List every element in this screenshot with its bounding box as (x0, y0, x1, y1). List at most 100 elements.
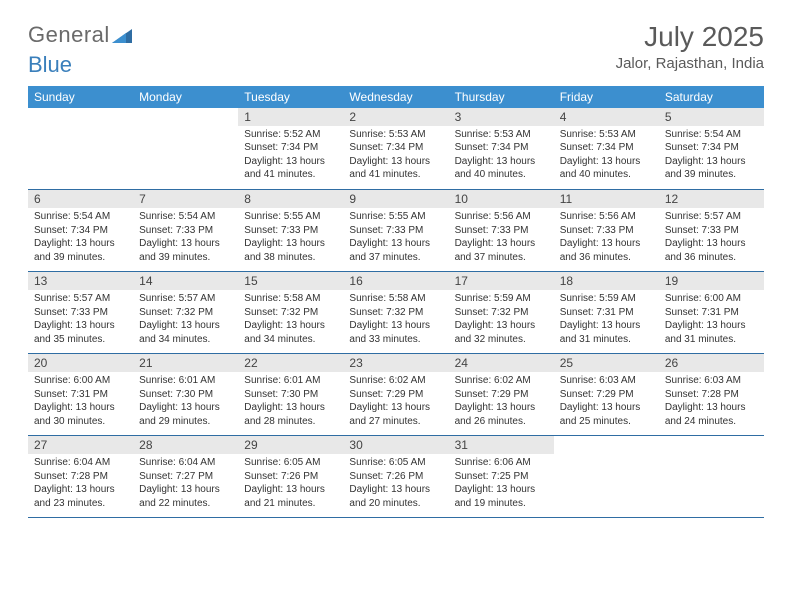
day-details: Sunrise: 5:57 AMSunset: 7:32 PMDaylight:… (133, 290, 238, 350)
calendar-body: 1Sunrise: 5:52 AMSunset: 7:34 PMDaylight… (28, 108, 764, 518)
calendar-header-row: SundayMondayTuesdayWednesdayThursdayFrid… (28, 86, 764, 108)
calendar-day-cell: 29Sunrise: 6:05 AMSunset: 7:26 PMDayligh… (238, 436, 343, 518)
day-number: 28 (133, 436, 238, 454)
calendar-day-cell: 6Sunrise: 5:54 AMSunset: 7:34 PMDaylight… (28, 190, 133, 272)
calendar-day-cell: 1Sunrise: 5:52 AMSunset: 7:34 PMDaylight… (238, 108, 343, 190)
calendar-day-cell: 23Sunrise: 6:02 AMSunset: 7:29 PMDayligh… (343, 354, 448, 436)
day-header: Wednesday (343, 86, 448, 108)
day-details: Sunrise: 5:53 AMSunset: 7:34 PMDaylight:… (554, 126, 659, 186)
calendar-day-cell: 27Sunrise: 6:04 AMSunset: 7:28 PMDayligh… (28, 436, 133, 518)
calendar-day-cell: 14Sunrise: 5:57 AMSunset: 7:32 PMDayligh… (133, 272, 238, 354)
day-details: Sunrise: 5:54 AMSunset: 7:34 PMDaylight:… (28, 208, 133, 268)
day-number: 27 (28, 436, 133, 454)
day-details: Sunrise: 5:59 AMSunset: 7:32 PMDaylight:… (449, 290, 554, 350)
calendar-table: SundayMondayTuesdayWednesdayThursdayFrid… (28, 86, 764, 519)
calendar-day-cell: 21Sunrise: 6:01 AMSunset: 7:30 PMDayligh… (133, 354, 238, 436)
calendar-day-cell: 4Sunrise: 5:53 AMSunset: 7:34 PMDaylight… (554, 108, 659, 190)
day-number: 14 (133, 272, 238, 290)
day-details: Sunrise: 6:05 AMSunset: 7:26 PMDaylight:… (238, 454, 343, 514)
calendar-week-row: 27Sunrise: 6:04 AMSunset: 7:28 PMDayligh… (28, 436, 764, 518)
day-number: 4 (554, 108, 659, 126)
day-number: 11 (554, 190, 659, 208)
calendar-day-cell: 26Sunrise: 6:03 AMSunset: 7:28 PMDayligh… (659, 354, 764, 436)
day-details: Sunrise: 6:01 AMSunset: 7:30 PMDaylight:… (133, 372, 238, 432)
calendar-day-cell: 9Sunrise: 5:55 AMSunset: 7:33 PMDaylight… (343, 190, 448, 272)
day-details: Sunrise: 5:56 AMSunset: 7:33 PMDaylight:… (554, 208, 659, 268)
day-header: Saturday (659, 86, 764, 108)
day-number: 18 (554, 272, 659, 290)
day-details: Sunrise: 5:59 AMSunset: 7:31 PMDaylight:… (554, 290, 659, 350)
logo-triangle-icon (112, 27, 132, 43)
day-details: Sunrise: 6:05 AMSunset: 7:26 PMDaylight:… (343, 454, 448, 514)
day-number: 1 (238, 108, 343, 126)
calendar-day-cell: 11Sunrise: 5:56 AMSunset: 7:33 PMDayligh… (554, 190, 659, 272)
day-details: Sunrise: 6:04 AMSunset: 7:27 PMDaylight:… (133, 454, 238, 514)
day-details: Sunrise: 5:55 AMSunset: 7:33 PMDaylight:… (238, 208, 343, 268)
calendar-day-cell: 16Sunrise: 5:58 AMSunset: 7:32 PMDayligh… (343, 272, 448, 354)
day-details: Sunrise: 5:56 AMSunset: 7:33 PMDaylight:… (449, 208, 554, 268)
calendar-day-cell: 12Sunrise: 5:57 AMSunset: 7:33 PMDayligh… (659, 190, 764, 272)
day-details: Sunrise: 5:55 AMSunset: 7:33 PMDaylight:… (343, 208, 448, 268)
day-details: Sunrise: 6:02 AMSunset: 7:29 PMDaylight:… (343, 372, 448, 432)
calendar-day-cell: 15Sunrise: 5:58 AMSunset: 7:32 PMDayligh… (238, 272, 343, 354)
calendar-week-row: 20Sunrise: 6:00 AMSunset: 7:31 PMDayligh… (28, 354, 764, 436)
calendar-empty-cell (554, 436, 659, 518)
day-number: 6 (28, 190, 133, 208)
calendar-day-cell: 30Sunrise: 6:05 AMSunset: 7:26 PMDayligh… (343, 436, 448, 518)
logo-text-blue: Blue (28, 52, 72, 77)
day-details: Sunrise: 5:58 AMSunset: 7:32 PMDaylight:… (343, 290, 448, 350)
calendar-week-row: 1Sunrise: 5:52 AMSunset: 7:34 PMDaylight… (28, 108, 764, 190)
day-details: Sunrise: 6:00 AMSunset: 7:31 PMDaylight:… (659, 290, 764, 350)
calendar-day-cell: 24Sunrise: 6:02 AMSunset: 7:29 PMDayligh… (449, 354, 554, 436)
day-number: 29 (238, 436, 343, 454)
calendar-day-cell: 2Sunrise: 5:53 AMSunset: 7:34 PMDaylight… (343, 108, 448, 190)
day-details: Sunrise: 5:57 AMSunset: 7:33 PMDaylight:… (28, 290, 133, 350)
day-details: Sunrise: 6:00 AMSunset: 7:31 PMDaylight:… (28, 372, 133, 432)
day-details: Sunrise: 6:01 AMSunset: 7:30 PMDaylight:… (238, 372, 343, 432)
title-block: July 2025 Jalor, Rajasthan, India (616, 22, 764, 72)
day-number: 9 (343, 190, 448, 208)
calendar-day-cell: 28Sunrise: 6:04 AMSunset: 7:27 PMDayligh… (133, 436, 238, 518)
day-details: Sunrise: 5:52 AMSunset: 7:34 PMDaylight:… (238, 126, 343, 186)
calendar-day-cell: 20Sunrise: 6:00 AMSunset: 7:31 PMDayligh… (28, 354, 133, 436)
location: Jalor, Rajasthan, India (616, 55, 764, 72)
day-number: 12 (659, 190, 764, 208)
calendar-day-cell: 18Sunrise: 5:59 AMSunset: 7:31 PMDayligh… (554, 272, 659, 354)
calendar-week-row: 6Sunrise: 5:54 AMSunset: 7:34 PMDaylight… (28, 190, 764, 272)
day-number: 31 (449, 436, 554, 454)
day-number: 22 (238, 354, 343, 372)
calendar-day-cell: 22Sunrise: 6:01 AMSunset: 7:30 PMDayligh… (238, 354, 343, 436)
day-number: 13 (28, 272, 133, 290)
day-details: Sunrise: 5:54 AMSunset: 7:33 PMDaylight:… (133, 208, 238, 268)
day-details: Sunrise: 5:57 AMSunset: 7:33 PMDaylight:… (659, 208, 764, 268)
calendar-day-cell: 19Sunrise: 6:00 AMSunset: 7:31 PMDayligh… (659, 272, 764, 354)
day-details: Sunrise: 5:53 AMSunset: 7:34 PMDaylight:… (343, 126, 448, 186)
day-details: Sunrise: 5:54 AMSunset: 7:34 PMDaylight:… (659, 126, 764, 186)
day-details: Sunrise: 6:03 AMSunset: 7:28 PMDaylight:… (659, 372, 764, 432)
day-number: 24 (449, 354, 554, 372)
header: General July 2025 Jalor, Rajasthan, Indi… (28, 22, 764, 72)
day-header: Friday (554, 86, 659, 108)
day-header: Sunday (28, 86, 133, 108)
calendar-empty-cell (659, 436, 764, 518)
day-number: 20 (28, 354, 133, 372)
day-number: 30 (343, 436, 448, 454)
day-number: 26 (659, 354, 764, 372)
day-number: 7 (133, 190, 238, 208)
month-title: July 2025 (616, 22, 764, 53)
logo: General (28, 22, 132, 48)
calendar-week-row: 13Sunrise: 5:57 AMSunset: 7:33 PMDayligh… (28, 272, 764, 354)
day-details: Sunrise: 6:06 AMSunset: 7:25 PMDaylight:… (449, 454, 554, 514)
day-header: Monday (133, 86, 238, 108)
day-details: Sunrise: 5:53 AMSunset: 7:34 PMDaylight:… (449, 126, 554, 186)
day-number: 16 (343, 272, 448, 290)
calendar-day-cell: 5Sunrise: 5:54 AMSunset: 7:34 PMDaylight… (659, 108, 764, 190)
day-number: 15 (238, 272, 343, 290)
day-number: 2 (343, 108, 448, 126)
calendar-day-cell: 10Sunrise: 5:56 AMSunset: 7:33 PMDayligh… (449, 190, 554, 272)
calendar-day-cell: 3Sunrise: 5:53 AMSunset: 7:34 PMDaylight… (449, 108, 554, 190)
calendar-day-cell: 13Sunrise: 5:57 AMSunset: 7:33 PMDayligh… (28, 272, 133, 354)
day-number: 5 (659, 108, 764, 126)
logo-text-general: General (28, 22, 110, 48)
day-details: Sunrise: 6:03 AMSunset: 7:29 PMDaylight:… (554, 372, 659, 432)
